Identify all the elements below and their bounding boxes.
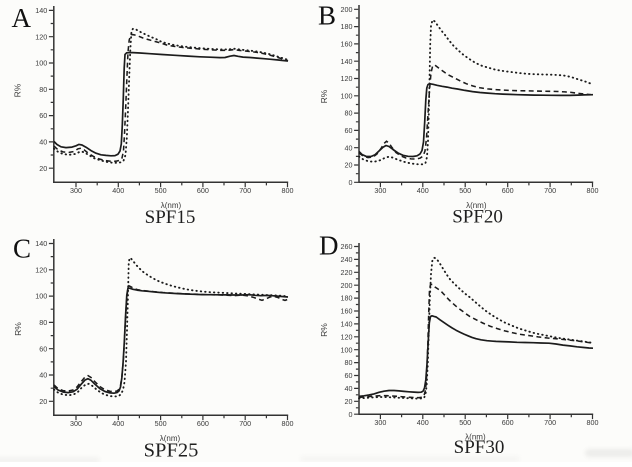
- svg-text:800: 800: [282, 419, 294, 428]
- svg-text:600: 600: [197, 419, 209, 428]
- svg-text:0: 0: [349, 410, 353, 419]
- svg-text:400: 400: [417, 186, 429, 195]
- svg-text:120: 120: [35, 32, 47, 41]
- svg-text:500: 500: [155, 419, 167, 428]
- svg-text:140: 140: [341, 320, 353, 329]
- svg-text:120: 120: [341, 74, 353, 83]
- svg-text:200: 200: [341, 5, 353, 14]
- svg-text:100: 100: [35, 292, 47, 301]
- svg-text:λ(nm): λ(nm): [160, 434, 181, 443]
- svg-text:500: 500: [155, 186, 167, 195]
- svg-text:λ(nm): λ(nm): [161, 201, 182, 210]
- svg-text:D: D: [319, 231, 339, 261]
- svg-text:60: 60: [39, 111, 47, 120]
- svg-text:400: 400: [112, 186, 124, 195]
- svg-text:R%: R%: [13, 83, 23, 97]
- svg-text:80: 80: [345, 358, 353, 367]
- svg-text:600: 600: [502, 418, 514, 427]
- svg-text:500: 500: [459, 418, 471, 427]
- svg-text:700: 700: [544, 186, 556, 195]
- svg-text:0: 0: [349, 178, 353, 187]
- svg-text:700: 700: [544, 418, 556, 427]
- svg-text:180: 180: [341, 22, 353, 31]
- svg-text:40: 40: [39, 371, 47, 380]
- svg-text:800: 800: [282, 186, 294, 195]
- svg-text:R%: R%: [319, 323, 329, 337]
- svg-text:100: 100: [35, 59, 47, 68]
- svg-text:20: 20: [345, 397, 353, 406]
- svg-text:C: C: [13, 234, 31, 264]
- svg-text:220: 220: [341, 268, 353, 277]
- svg-text:λ(nm): λ(nm): [465, 433, 486, 442]
- svg-text:500: 500: [459, 186, 471, 195]
- svg-text:SPF20: SPF20: [452, 206, 503, 227]
- svg-text:400: 400: [112, 419, 124, 428]
- svg-text:300: 300: [374, 186, 386, 195]
- svg-text:120: 120: [35, 265, 47, 274]
- svg-text:140: 140: [35, 6, 47, 15]
- svg-text:700: 700: [239, 419, 251, 428]
- svg-text:80: 80: [345, 109, 353, 118]
- svg-text:40: 40: [345, 143, 353, 152]
- svg-text:100: 100: [341, 91, 353, 100]
- svg-text:SPF30: SPF30: [454, 437, 505, 458]
- svg-text:600: 600: [197, 186, 209, 195]
- svg-text:160: 160: [341, 40, 353, 49]
- svg-text:600: 600: [502, 186, 514, 195]
- svg-text:260: 260: [341, 242, 353, 251]
- svg-text:80: 80: [39, 318, 47, 327]
- svg-text:140: 140: [341, 57, 353, 66]
- svg-text:SPF15: SPF15: [145, 207, 196, 228]
- svg-text:400: 400: [417, 418, 429, 427]
- svg-text:300: 300: [70, 419, 82, 428]
- svg-text:A: A: [12, 3, 32, 33]
- svg-text:40: 40: [345, 384, 353, 393]
- svg-text:140: 140: [35, 239, 47, 248]
- svg-text:B: B: [318, 1, 336, 31]
- svg-text:20: 20: [39, 397, 47, 406]
- svg-text:60: 60: [39, 344, 47, 353]
- svg-text:60: 60: [345, 371, 353, 380]
- svg-text:20: 20: [345, 161, 353, 170]
- svg-text:SPF25: SPF25: [144, 440, 199, 462]
- svg-text:120: 120: [341, 332, 353, 341]
- svg-text:200: 200: [341, 281, 353, 290]
- svg-text:R%: R%: [13, 322, 23, 336]
- svg-text:40: 40: [39, 138, 47, 147]
- svg-text:20: 20: [39, 164, 47, 173]
- svg-text:300: 300: [374, 418, 386, 427]
- svg-text:R%: R%: [319, 89, 329, 103]
- svg-text:800: 800: [587, 418, 599, 427]
- svg-text:240: 240: [341, 255, 353, 264]
- svg-text:180: 180: [341, 294, 353, 303]
- svg-text:800: 800: [587, 186, 599, 195]
- svg-text:60: 60: [345, 126, 353, 135]
- svg-text:80: 80: [39, 85, 47, 94]
- svg-text:λ(nm): λ(nm): [466, 201, 487, 210]
- svg-text:160: 160: [341, 307, 353, 316]
- svg-text:300: 300: [70, 186, 82, 195]
- svg-text:700: 700: [239, 186, 251, 195]
- svg-text:100: 100: [341, 345, 353, 354]
